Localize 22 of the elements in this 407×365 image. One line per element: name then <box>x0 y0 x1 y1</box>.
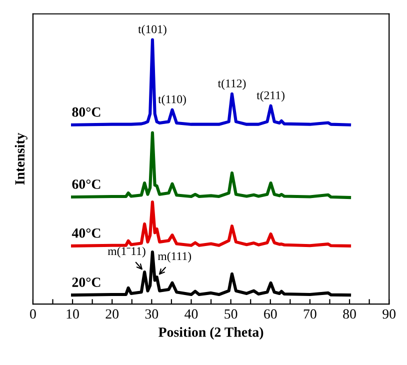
x-tick-label: 80 <box>343 309 356 319</box>
series-label: 20°C <box>72 278 100 287</box>
x-tick-label: 40 <box>184 309 198 319</box>
x-tick-label: 50 <box>224 309 238 319</box>
x-tick-label: 0 <box>30 309 36 319</box>
annotation: t(112) <box>218 79 246 90</box>
y-axis-title: Intensity <box>14 132 28 185</box>
x-axis-title: Position (2 Theta) <box>158 327 264 340</box>
x-tick-label: 90 <box>382 309 396 319</box>
annotation: m(1ˉ11) <box>108 246 146 258</box>
annotation: t(101) <box>138 24 166 36</box>
x-tick-label: 70 <box>304 309 316 319</box>
annotation: t(110) <box>158 94 186 106</box>
x-tick-label: 10 <box>66 309 79 319</box>
annotation: t(211) <box>256 90 284 102</box>
x-tick-label: 60 <box>264 309 277 319</box>
series-label: 80°C <box>72 107 100 117</box>
annotation: m(111) <box>158 252 192 263</box>
series-label: 60°C <box>72 180 100 189</box>
x-tick-label: 20 <box>106 309 119 319</box>
x-tick-label: 30 <box>145 309 158 319</box>
series-label: 40°C <box>72 228 100 238</box>
